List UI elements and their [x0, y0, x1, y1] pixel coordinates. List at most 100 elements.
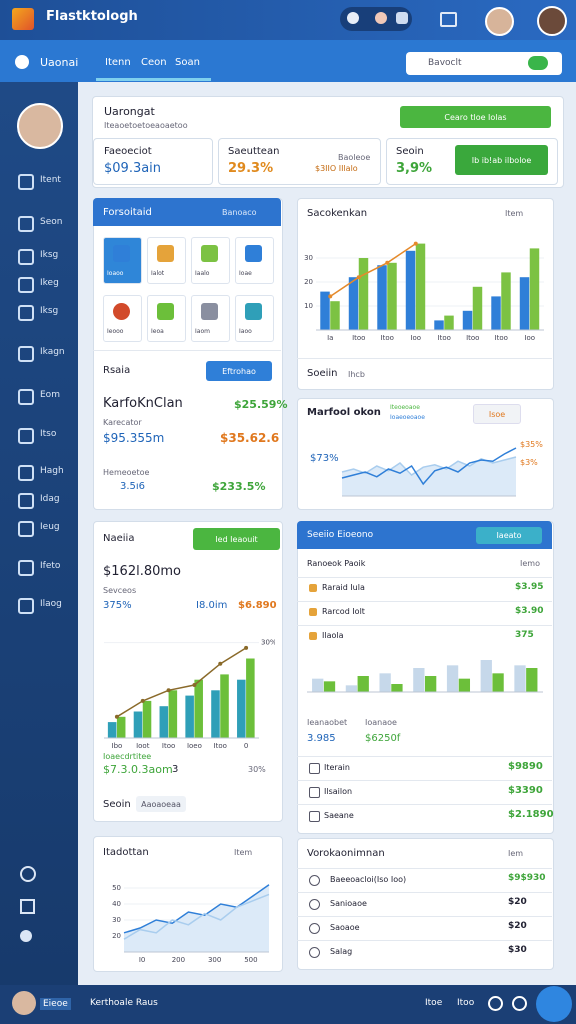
bar	[501, 272, 511, 330]
market-chart	[341, 447, 517, 497]
menu-icon[interactable]	[18, 216, 34, 232]
sales-filter[interactable]: Item	[505, 209, 524, 218]
footer-icon[interactable]	[488, 996, 503, 1011]
x-tick-label: 500	[244, 956, 257, 964]
sales-footer-note: Ihcb	[348, 370, 365, 379]
stat-value: $09.3ain	[104, 161, 162, 176]
growth-button[interactable]: Ied Ieaouit	[193, 528, 280, 550]
seg-head: Ranoeok Paoik	[307, 559, 366, 568]
menu-icon[interactable]	[18, 598, 34, 614]
bar	[514, 665, 526, 692]
menu-icon[interactable]	[18, 493, 34, 509]
segments-note: Ioanaoe	[365, 718, 397, 727]
menu-icon[interactable]	[18, 560, 34, 576]
row-line	[297, 625, 552, 626]
bar	[168, 690, 178, 738]
line	[123, 893, 270, 940]
stat-button[interactable]: Ib ib!ab ilboloe	[455, 145, 548, 175]
bar	[415, 243, 426, 330]
menu-icon[interactable]	[18, 249, 34, 265]
row-label: Ilsailon	[324, 787, 353, 796]
stat-note: Baoleoe	[338, 153, 371, 162]
legend-item: Iteoeoaoe	[390, 404, 420, 411]
menu-icon[interactable]	[18, 305, 34, 321]
growth-footer-button[interactable]: Aaoaoeaa	[136, 796, 186, 812]
point	[192, 683, 197, 687]
menu-item[interactable]: Ifeto	[40, 561, 61, 571]
header-button[interactable]: Cearo tloe Iolas	[400, 106, 551, 128]
bar	[462, 310, 473, 330]
tools-header	[93, 198, 281, 226]
icon[interactable]	[347, 12, 359, 24]
profile-avatar[interactable]	[17, 103, 63, 149]
menu-icon[interactable]	[18, 389, 34, 405]
row-line	[297, 868, 552, 869]
menu-item[interactable]: Hagh	[40, 466, 64, 476]
bar	[142, 700, 152, 738]
menu-item[interactable]: Itso	[40, 429, 57, 439]
segments-button[interactable]: Iaeato	[476, 527, 542, 544]
doc-icon[interactable]	[20, 899, 35, 914]
bar	[358, 258, 369, 330]
help-icon[interactable]	[20, 930, 32, 942]
logo[interactable]	[12, 8, 34, 30]
menu-item[interactable]: Iksg	[40, 306, 59, 316]
line	[329, 242, 417, 298]
tab[interactable]: Soan	[175, 57, 200, 68]
accounts-filter[interactable]: Iem	[508, 849, 524, 858]
growth-value: 30%	[248, 765, 266, 774]
market-label: $3%	[520, 458, 538, 467]
menu-item[interactable]: Eom	[40, 390, 60, 400]
settings-icon[interactable]	[20, 866, 36, 882]
footer-link[interactable]: Itoe	[425, 998, 443, 1008]
avatar[interactable]	[537, 6, 567, 36]
menu-icon[interactable]	[18, 346, 34, 362]
footer-icon[interactable]	[512, 996, 527, 1011]
avatar[interactable]	[485, 7, 514, 36]
row-icon	[309, 811, 320, 822]
menu-item[interactable]: Ilaog	[40, 599, 62, 609]
growth-footer: Seoin	[103, 799, 131, 810]
tab[interactable]: Itenn	[105, 57, 131, 68]
menu-item[interactable]: Ikeg	[40, 278, 59, 288]
menu-icon[interactable]	[18, 174, 34, 190]
menu-icon[interactable]	[18, 521, 34, 537]
icon[interactable]	[440, 12, 457, 27]
menu-item[interactable]: Ikagn	[40, 347, 65, 357]
menu-icon[interactable]	[18, 465, 34, 481]
row-value: $30	[508, 945, 527, 955]
x-tick-label: Ia	[327, 334, 333, 342]
sidebar	[0, 82, 78, 985]
fab[interactable]	[536, 986, 572, 1022]
bar	[220, 674, 229, 738]
row-value: $3.90	[515, 606, 544, 616]
footer-user[interactable]: Eieoe	[40, 998, 71, 1010]
row-icon	[309, 584, 317, 592]
menu-item[interactable]: Iksg	[40, 250, 59, 260]
tile-label: Ieoa	[151, 328, 164, 335]
icon[interactable]	[396, 12, 408, 24]
icon[interactable]	[375, 12, 387, 24]
menu-item[interactable]: Idag	[40, 494, 60, 504]
toggle[interactable]	[528, 56, 548, 70]
footer-link[interactable]: Itoo	[457, 998, 475, 1008]
menu-item[interactable]: Itent	[40, 175, 61, 185]
row-icon	[309, 763, 320, 774]
tile-label: Iaoo	[239, 328, 252, 335]
header-subtitle: Iteaoetoetoeaoaetoo	[104, 121, 188, 130]
menu-item[interactable]: Ieug	[40, 522, 60, 532]
search-box[interactable]	[406, 52, 562, 75]
market-button[interactable]: Isoe	[473, 404, 521, 424]
section-button[interactable]: Eftrohao	[206, 361, 272, 381]
menu-item[interactable]: Seon	[40, 217, 63, 227]
row-label: Ilaola	[322, 631, 344, 640]
tab[interactable]: Ceon	[141, 57, 167, 68]
growth-caption: Sevceos	[103, 586, 137, 595]
history-filter[interactable]: Item	[234, 848, 253, 857]
menu-icon[interactable]	[18, 428, 34, 444]
menu-icon[interactable]	[18, 277, 34, 293]
top-bar	[0, 0, 576, 40]
tile-icon	[201, 303, 218, 320]
tools-action[interactable]: Banoaco	[222, 208, 257, 217]
